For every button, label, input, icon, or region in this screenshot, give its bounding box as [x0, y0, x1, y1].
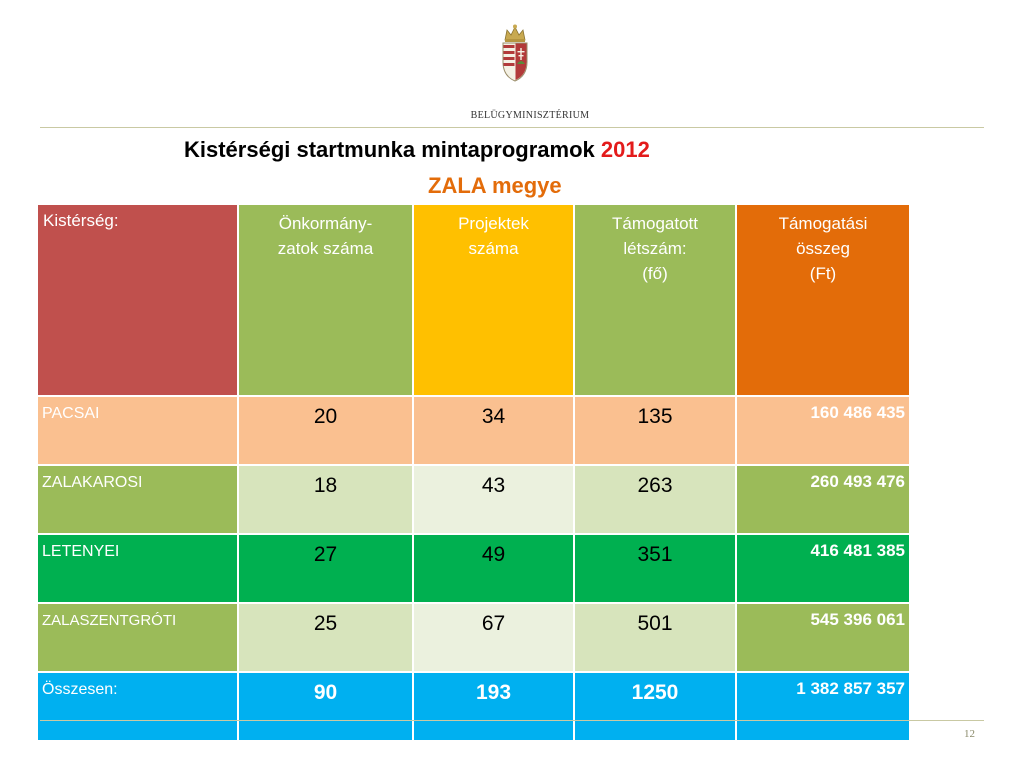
table-header-row: Kistérség: Önkormány- zatok száma Projek… [36, 203, 911, 397]
ministry-name: BELÜGYMINISZTÉRIUM [470, 110, 590, 121]
cell-osszeg: 260 493 476 [735, 464, 911, 535]
column-header-osszeg: Támogatási összeg (Ft) [735, 203, 911, 397]
title-text: Kistérségi startmunka mintaprogramok [184, 137, 601, 162]
cell-projektek: 67 [412, 602, 575, 673]
table-row: ZALASZENTGRÓTI 25 67 501 545 396 061 [36, 602, 911, 673]
cell-letszam: 135 [573, 395, 737, 466]
total-onkormanyzatok: 90 [237, 671, 414, 742]
cell-letszam: 501 [573, 602, 737, 673]
table-total-row: Összesen: 90 193 1250 1 382 857 357 [36, 671, 911, 742]
cell-onkormanyzatok: 27 [237, 533, 414, 604]
row-name: ZALAKAROSI [36, 464, 239, 535]
footer-divider [40, 720, 984, 721]
column-header-label: Projektek száma [458, 214, 529, 258]
cell-osszeg: 160 486 435 [735, 395, 911, 466]
cell-osszeg: 416 481 385 [735, 533, 911, 604]
title-year: 2012 [600, 137, 650, 162]
total-label: Összesen: [36, 671, 239, 742]
cell-osszeg: 545 396 061 [735, 602, 911, 673]
header-divider [40, 127, 984, 128]
cell-letszam: 263 [573, 464, 737, 535]
ministry-logo: BELÜGYMINISZTÉRIUM [470, 24, 590, 121]
row-name: PACSAI [36, 395, 239, 466]
program-table: Kistérség: Önkormány- zatok száma Projek… [36, 203, 911, 742]
page-subtitle: ZALA megye [428, 173, 562, 198]
column-header-label: Önkormány- zatok száma [277, 214, 374, 258]
column-header-onkormanyzatok: Önkormány- zatok száma [237, 203, 414, 397]
column-header-projektek: Projektek száma [412, 203, 575, 397]
table-row: ZALAKAROSI 18 43 263 260 493 476 [36, 464, 911, 535]
cell-onkormanyzatok: 25 [237, 602, 414, 673]
cell-letszam: 351 [573, 533, 737, 604]
column-header-letszam: Támogatott létszám: (fő) [573, 203, 737, 397]
coat-of-arms-icon [502, 24, 528, 82]
total-osszeg: 1 382 857 357 [735, 671, 911, 742]
total-letszam: 1250 [573, 671, 737, 742]
table-row: PACSAI 20 34 135 160 486 435 [36, 395, 911, 466]
cell-projektek: 43 [412, 464, 575, 535]
cell-projektek: 34 [412, 395, 575, 466]
row-name: ZALASZENTGRÓTI [36, 602, 239, 673]
cell-onkormanyzatok: 20 [237, 395, 414, 466]
page-title: Kistérségi startmunka mintaprogramok 201… [184, 137, 650, 163]
column-header-label: Támogatási összeg (Ft) [778, 214, 868, 283]
cell-onkormanyzatok: 18 [237, 464, 414, 535]
total-projektek: 193 [412, 671, 575, 742]
column-header-kisterseg: Kistérség: [36, 203, 239, 397]
row-name: LETENYEI [36, 533, 239, 604]
page-number: 12 [964, 728, 975, 740]
table-row: LETENYEI 27 49 351 416 481 385 [36, 533, 911, 604]
column-header-label: Kistérség: [43, 211, 119, 230]
column-header-label: Támogatott létszám: (fő) [612, 214, 698, 283]
cell-projektek: 49 [412, 533, 575, 604]
